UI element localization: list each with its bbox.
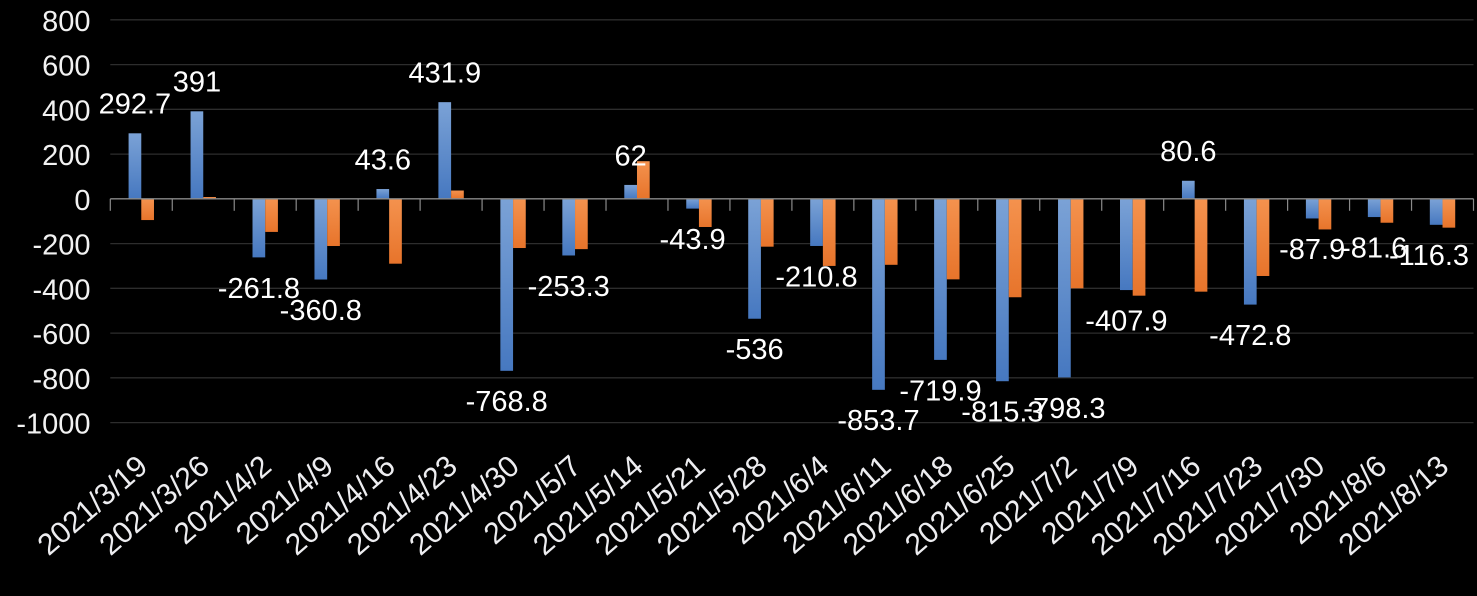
svg-text:391: 391: [173, 67, 221, 99]
svg-text:-210.8: -210.8: [775, 261, 857, 293]
svg-text:-1000: -1000: [16, 409, 90, 441]
svg-text:-768.8: -768.8: [466, 386, 548, 418]
svg-text:600: 600: [42, 51, 90, 83]
svg-text:62: 62: [614, 140, 646, 172]
svg-text:-798.3: -798.3: [1023, 393, 1105, 425]
svg-text:400: 400: [42, 95, 90, 127]
svg-text:292.7: 292.7: [99, 89, 172, 121]
svg-text:-853.7: -853.7: [837, 405, 919, 437]
svg-text:-400: -400: [32, 274, 90, 306]
svg-text:-472.8: -472.8: [1209, 320, 1291, 352]
svg-text:-81.6: -81.6: [1341, 233, 1407, 265]
svg-text:200: 200: [42, 140, 90, 172]
svg-text:800: 800: [42, 6, 90, 38]
svg-text:-600: -600: [32, 319, 90, 351]
svg-text:-360.8: -360.8: [280, 295, 362, 327]
svg-text:43.6: 43.6: [355, 144, 411, 176]
svg-text:-719.9: -719.9: [899, 375, 981, 407]
svg-text:-261.8: -261.8: [218, 273, 300, 305]
svg-text:-253.3: -253.3: [528, 271, 610, 303]
svg-text:-116.3: -116.3: [1389, 240, 1469, 272]
svg-text:0: 0: [74, 185, 90, 217]
svg-text:-43.9: -43.9: [660, 224, 726, 256]
svg-text:-536: -536: [726, 334, 784, 366]
svg-text:431.9: 431.9: [409, 58, 482, 90]
svg-text:-800: -800: [32, 364, 90, 396]
svg-text:-87.9: -87.9: [1279, 234, 1345, 266]
svg-text:-407.9: -407.9: [1085, 306, 1167, 338]
svg-text:-815.3: -815.3: [961, 397, 1043, 429]
svg-text:-200: -200: [32, 230, 90, 262]
svg-text:80.6: 80.6: [1160, 136, 1216, 168]
